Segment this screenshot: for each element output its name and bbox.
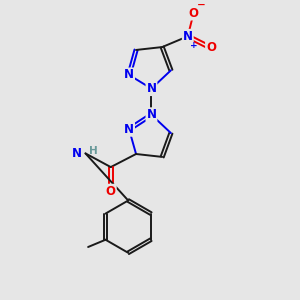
Text: N: N [72, 147, 82, 160]
Text: −: − [197, 0, 206, 10]
Text: O: O [206, 41, 216, 54]
Text: H: H [89, 146, 98, 155]
Text: O: O [189, 7, 199, 20]
Text: N: N [146, 82, 157, 95]
Text: N: N [183, 30, 193, 43]
Text: N: N [124, 68, 134, 82]
Text: N: N [124, 123, 134, 136]
Text: O: O [106, 185, 116, 198]
Text: +: + [190, 40, 198, 50]
Text: N: N [146, 108, 157, 121]
